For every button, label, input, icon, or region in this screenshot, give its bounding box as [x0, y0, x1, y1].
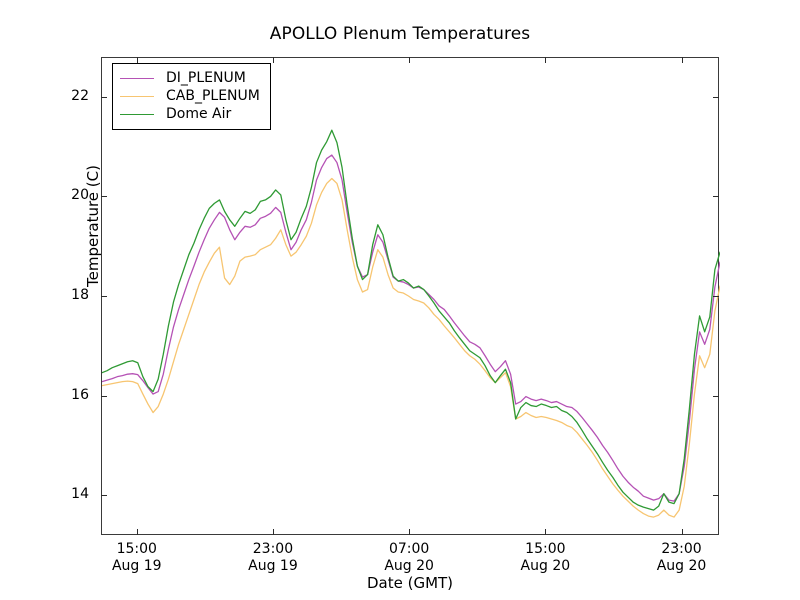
y-tick-label: 18	[71, 287, 89, 303]
series-line	[102, 154, 720, 502]
x-tick-time: 15:00	[116, 541, 157, 557]
x-tick-mark	[545, 529, 547, 535]
series-line	[102, 177, 720, 518]
x-tick-mark	[681, 57, 683, 63]
chart-legend: DI_PLENUM CAB_PLENUM Dome Air	[112, 63, 271, 130]
legend-item: CAB_PLENUM	[120, 87, 260, 105]
x-axis-label: Date (GMT)	[366, 574, 454, 592]
series-line	[102, 129, 720, 511]
legend-label: CAB_PLENUM	[166, 88, 260, 104]
y-tick-mark	[713, 96, 719, 98]
x-tick-label: 23:00 Aug 19	[213, 541, 333, 575]
x-tick-mark	[136, 529, 138, 535]
y-tick-mark	[101, 296, 107, 297]
x-tick-mark	[136, 57, 138, 63]
legend-color-swatch	[120, 95, 154, 97]
legend-color-swatch	[120, 77, 154, 79]
x-tick-label: 23:00 Aug 20	[622, 541, 742, 575]
legend-item: DI_PLENUM	[120, 69, 260, 87]
y-tick-mark	[101, 495, 107, 497]
y-tick-mark	[101, 96, 107, 98]
y-tick-mark	[713, 395, 719, 397]
x-tick-date: Aug 19	[111, 558, 162, 574]
y-tick-mark	[713, 495, 719, 497]
x-tick-mark	[681, 529, 683, 535]
legend-item: Dome Air	[120, 105, 260, 123]
x-tick-mark	[409, 529, 411, 535]
x-tick-mark	[272, 57, 274, 63]
legend-color-swatch	[120, 113, 154, 115]
x-tick-time: 15:00	[525, 541, 566, 557]
y-tick-mark	[713, 196, 719, 198]
x-tick-label: 07:00 Aug 20	[349, 541, 469, 575]
x-tick-date: Aug 19	[248, 558, 298, 574]
legend-label: Dome Air	[166, 106, 232, 122]
series-container	[102, 129, 720, 518]
x-tick-date: Aug 20	[520, 558, 571, 574]
y-tick-label: 16	[71, 386, 89, 403]
y-tick-label: 22	[71, 87, 89, 104]
y-tick-mark	[713, 296, 719, 297]
y-tick-label: 14	[71, 486, 89, 503]
x-tick-mark	[272, 529, 274, 535]
x-tick-mark	[545, 57, 547, 63]
x-tick-label: 15:00 Aug 19	[77, 541, 197, 575]
x-tick-time: 23:00	[252, 541, 294, 557]
x-tick-date: Aug 20	[384, 558, 434, 574]
chart-title: APOLLO Plenum Temperatures	[269, 24, 531, 44]
x-tick-date: Aug 20	[656, 558, 707, 574]
legend-label: DI_PLENUM	[166, 70, 246, 86]
y-tick-label: 20	[71, 187, 89, 204]
x-tick-mark	[409, 57, 411, 63]
x-tick-time: 07:00	[388, 541, 430, 557]
plot-area	[101, 57, 720, 535]
y-tick-mark	[101, 196, 107, 198]
x-tick-time: 23:00	[661, 541, 702, 557]
x-tick-label: 15:00 Aug 20	[485, 541, 605, 575]
y-tick-mark	[101, 395, 107, 397]
